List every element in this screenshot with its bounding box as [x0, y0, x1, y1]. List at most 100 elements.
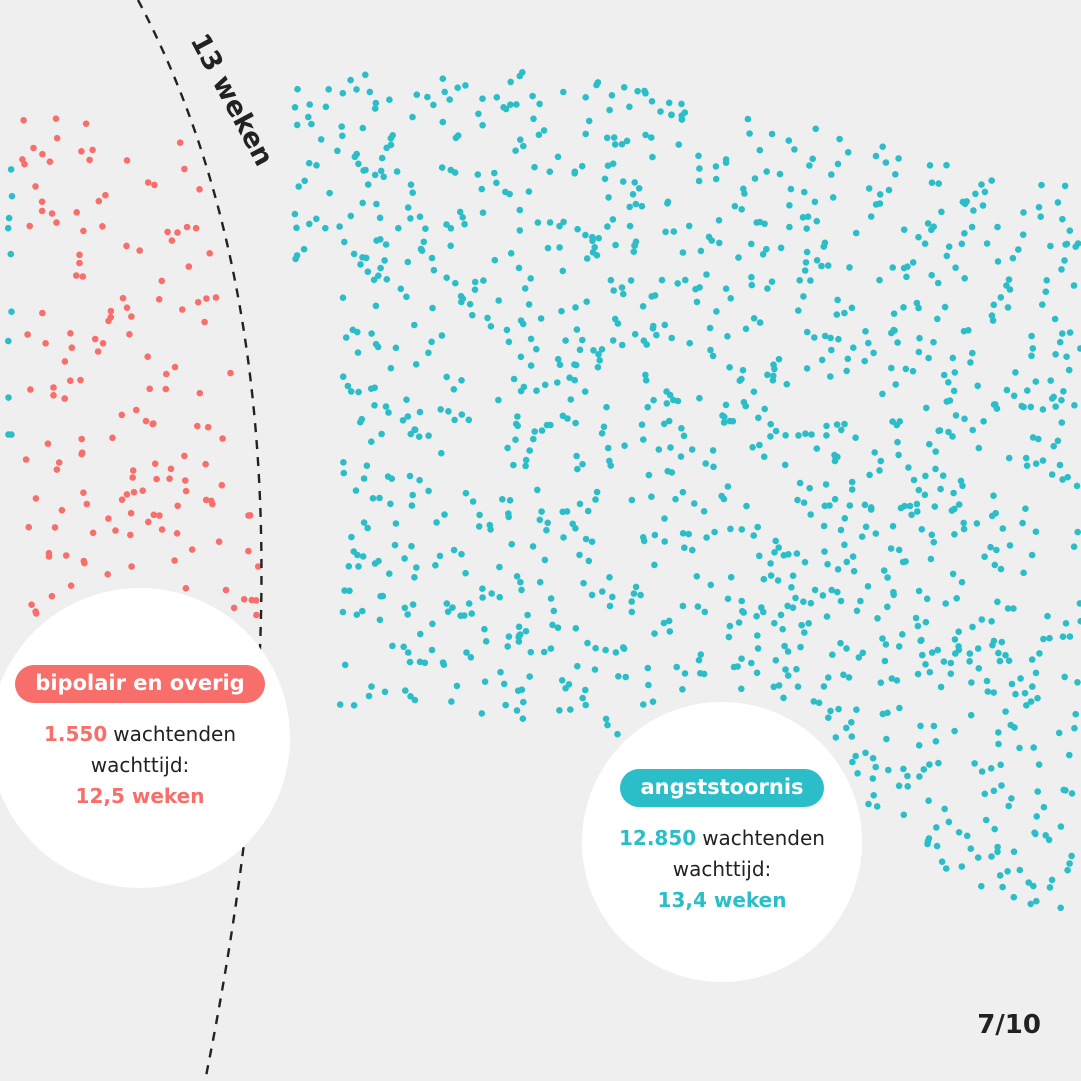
angst-dot: [884, 603, 891, 611]
angst-dot: [1021, 689, 1029, 697]
angst-dot: [368, 438, 375, 446]
angst-dot: [943, 398, 951, 405]
angst-dot: [622, 673, 629, 681]
edge-angst-dots-group: [4, 166, 16, 438]
angst-dot: [526, 673, 533, 680]
angst-dot: [994, 223, 1001, 231]
angst-dot: [661, 538, 668, 545]
bipolair-dot: [181, 165, 188, 173]
angst-dot: [571, 361, 578, 368]
bipolair-dot: [181, 452, 188, 460]
bipolair-dot: [86, 156, 93, 164]
bipolair-dot: [95, 197, 103, 205]
angst-dot: [978, 768, 986, 775]
angst-dot: [582, 686, 589, 694]
angst-dot: [665, 417, 673, 425]
bipolair-dot: [206, 250, 213, 257]
angst-dot: [448, 698, 455, 705]
angst-dot: [493, 94, 501, 101]
bipolair-dot: [227, 369, 234, 377]
angst-dot: [505, 338, 513, 346]
angst-dot: [951, 727, 958, 735]
angst-dot: [432, 562, 439, 569]
angst-dot: [916, 773, 923, 780]
angst-dot: [872, 763, 879, 771]
angst-dot: [522, 627, 530, 635]
angst-dot: [444, 608, 452, 615]
bipolair-dot: [38, 207, 46, 215]
angst-dot: [525, 188, 533, 195]
bipolair-dot: [168, 237, 176, 244]
angst-dot: [339, 89, 347, 97]
angst-dot: [876, 200, 884, 207]
angst-dot: [781, 642, 788, 650]
angst-dot: [786, 202, 793, 209]
angst-dot: [1005, 657, 1013, 664]
bipolair-dot: [164, 228, 171, 236]
angst-dot: [915, 348, 923, 356]
angst-dot: [602, 646, 609, 654]
angst-dot: [536, 100, 543, 108]
angst-dot: [344, 382, 352, 390]
bipolair-wait-prefix: wachttijd:: [90, 752, 190, 777]
angst-dot: [870, 792, 877, 799]
angst-dot: [1024, 387, 1031, 394]
angst-dot: [727, 295, 734, 302]
angst-dot: [877, 679, 885, 686]
bipolair-dot: [32, 495, 40, 502]
angst-dot: [997, 565, 1005, 573]
angst-dot: [994, 843, 1001, 851]
angst-dot: [665, 99, 673, 107]
angst-dot: [403, 293, 410, 301]
bipolair-dot: [194, 298, 202, 306]
angst-dot: [1070, 282, 1078, 289]
angst-dot: [364, 181, 372, 188]
angst-dot: [801, 188, 808, 196]
angst-dot: [514, 422, 521, 430]
bipolair-dot: [78, 435, 85, 443]
angst-dot: [789, 604, 797, 611]
angst-dot: [515, 638, 523, 645]
angst-dot: [443, 274, 451, 282]
angst-dot: [968, 679, 975, 686]
angst-dot: [660, 420, 668, 428]
angst-dot: [695, 177, 703, 185]
angst-dot: [761, 405, 768, 413]
angst-dot: [703, 271, 710, 278]
angst-dot: [584, 507, 592, 515]
angst-dot: [748, 281, 756, 289]
angst-dot: [407, 430, 415, 438]
angst-dot: [925, 835, 933, 842]
angst-dot: [612, 649, 620, 656]
angst-dot: [1010, 893, 1018, 901]
angst-dot: [1023, 702, 1030, 709]
angst-dot: [802, 430, 809, 438]
bipolair-dot: [174, 502, 181, 510]
angst-dot: [887, 545, 895, 552]
angst-dot: [810, 698, 818, 705]
angst-dot: [305, 113, 312, 121]
angst-dot: [871, 449, 878, 456]
angst-dot: [941, 805, 948, 813]
angst-dot: [885, 186, 893, 194]
angst-dot: [974, 854, 982, 861]
angst-dot: [610, 134, 618, 141]
angst-dot: [589, 233, 596, 241]
bipolair-dot: [202, 496, 210, 504]
angst-dot: [1046, 884, 1054, 891]
angst-dot: [347, 212, 355, 220]
angst-dot: [353, 86, 360, 93]
angst-dot: [1039, 301, 1046, 308]
bipolair-dot: [126, 331, 133, 338]
angst-dot: [841, 420, 848, 428]
angst-dot: [475, 523, 483, 530]
bipolair-dot: [167, 465, 175, 473]
angst-dot: [843, 558, 851, 566]
angst-dot: [1005, 802, 1012, 810]
angst-dot: [994, 258, 1002, 265]
angst-dot: [1025, 879, 1032, 886]
angst-dot: [840, 671, 847, 679]
angst-dot: [1066, 633, 1074, 640]
angst-dot: [843, 645, 850, 652]
angst-dot: [823, 613, 831, 620]
